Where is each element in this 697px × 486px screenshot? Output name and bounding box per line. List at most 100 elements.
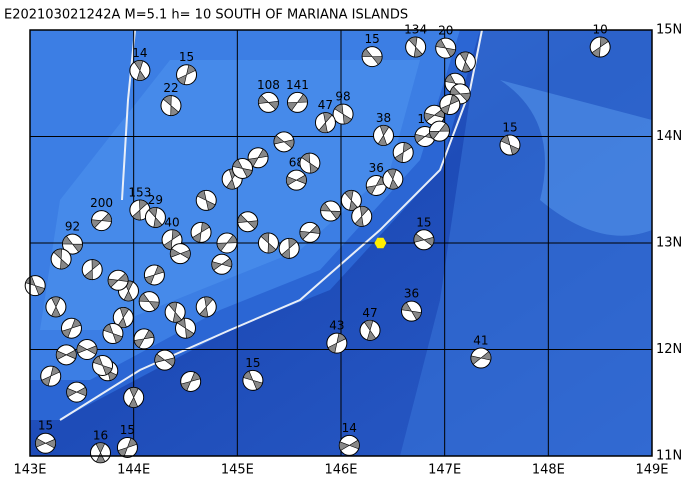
beachball-compression xyxy=(232,159,253,178)
beachball xyxy=(359,319,381,341)
beachball-compression xyxy=(320,202,341,220)
beachball-compression xyxy=(500,134,520,156)
beachball xyxy=(454,51,476,73)
beachball-compression xyxy=(154,353,176,367)
beachball xyxy=(55,344,77,366)
y-tick-label: 15N xyxy=(656,23,682,38)
beachball xyxy=(470,347,492,369)
beachball-compression xyxy=(103,323,123,344)
beachball xyxy=(160,95,182,117)
beachball-compression xyxy=(84,259,101,280)
beachball xyxy=(133,328,155,350)
beachball xyxy=(66,381,88,403)
depth-label: 38 xyxy=(376,111,391,125)
beachball xyxy=(138,291,160,313)
depth-label: 15 xyxy=(364,32,379,46)
beachball-compression xyxy=(242,370,263,390)
beachball-compression xyxy=(286,174,307,186)
beachball-compression xyxy=(51,296,61,318)
beachball xyxy=(169,243,191,265)
beachball-compression xyxy=(131,199,148,221)
depth-label: 36 xyxy=(404,287,419,301)
beachball-compression xyxy=(338,439,360,451)
beachball-compression xyxy=(66,386,87,398)
beachball-compression xyxy=(53,248,69,270)
depth-label: 92 xyxy=(65,220,80,234)
beachball xyxy=(91,210,113,232)
depth-label: 36 xyxy=(369,161,384,175)
beachball-compression xyxy=(327,332,347,354)
beachball xyxy=(40,365,62,387)
beachball-compression xyxy=(459,51,472,73)
beachball-compression xyxy=(133,60,146,81)
beachball-compression xyxy=(334,103,353,125)
beachball-compression xyxy=(377,125,390,146)
beachball xyxy=(154,349,176,371)
beachball-compression xyxy=(354,206,369,227)
beachball-compression xyxy=(413,233,435,247)
x-tick-label: 146E xyxy=(324,463,357,478)
beachball-compression xyxy=(363,320,377,341)
x-tick-label: 143E xyxy=(13,463,46,478)
beachball-compression xyxy=(435,38,456,58)
beachball-compression xyxy=(177,64,197,85)
beachball xyxy=(382,168,404,190)
depth-label: 200 xyxy=(90,196,113,210)
beachball xyxy=(129,59,151,81)
beachball xyxy=(45,296,67,318)
beachball xyxy=(373,124,395,146)
beachball xyxy=(499,134,521,156)
beachball xyxy=(365,174,387,196)
x-tick-label: 144E xyxy=(117,463,150,478)
depth-label: 15 xyxy=(179,50,194,64)
beachball xyxy=(428,120,450,142)
y-tick-label: 14N xyxy=(656,129,682,144)
beachball-compression xyxy=(429,122,450,140)
depth-label: 41 xyxy=(473,334,488,348)
beachball xyxy=(278,237,300,259)
beachball-compression xyxy=(394,142,413,163)
depth-label: 47 xyxy=(318,98,333,112)
beachball-compression xyxy=(299,224,321,240)
epicenter xyxy=(374,237,387,249)
beachball xyxy=(211,253,233,275)
depth-label: 15 xyxy=(120,423,135,437)
y-tick-label: 12N xyxy=(656,342,682,357)
beachball xyxy=(102,323,124,345)
depth-label: 14 xyxy=(132,46,147,60)
beachball-compression xyxy=(318,112,333,133)
depth-label: 43 xyxy=(329,319,344,333)
beachball xyxy=(116,436,138,458)
beachball xyxy=(247,147,269,169)
beachball xyxy=(413,229,435,251)
beachball xyxy=(589,36,611,58)
beachball-compression xyxy=(591,36,609,58)
beachball-compression xyxy=(258,94,279,110)
beachball xyxy=(257,91,279,113)
beachball-compression xyxy=(361,48,383,65)
beachball xyxy=(89,442,111,464)
x-tick-label: 147E xyxy=(428,463,461,478)
beachball xyxy=(405,36,427,58)
depth-label: 108 xyxy=(257,78,280,92)
beachball-compression xyxy=(148,207,163,228)
depth-label: 98 xyxy=(335,90,350,104)
beachball xyxy=(392,141,414,163)
beachball-compression xyxy=(35,437,56,449)
beachball-compression xyxy=(260,232,277,254)
beachball xyxy=(299,152,321,174)
depth-label: 15 xyxy=(416,215,431,229)
beachball xyxy=(123,386,145,408)
beachball xyxy=(314,112,336,134)
beachball xyxy=(144,206,166,228)
beachball-compression xyxy=(180,371,201,392)
y-tick-label: 11N xyxy=(656,449,682,464)
depth-label: 15 xyxy=(245,356,260,370)
beachball-compression xyxy=(216,234,238,252)
beachball xyxy=(286,91,308,113)
beachball-compression xyxy=(281,237,298,259)
beachball xyxy=(50,248,72,270)
beachball-compression xyxy=(408,36,423,58)
